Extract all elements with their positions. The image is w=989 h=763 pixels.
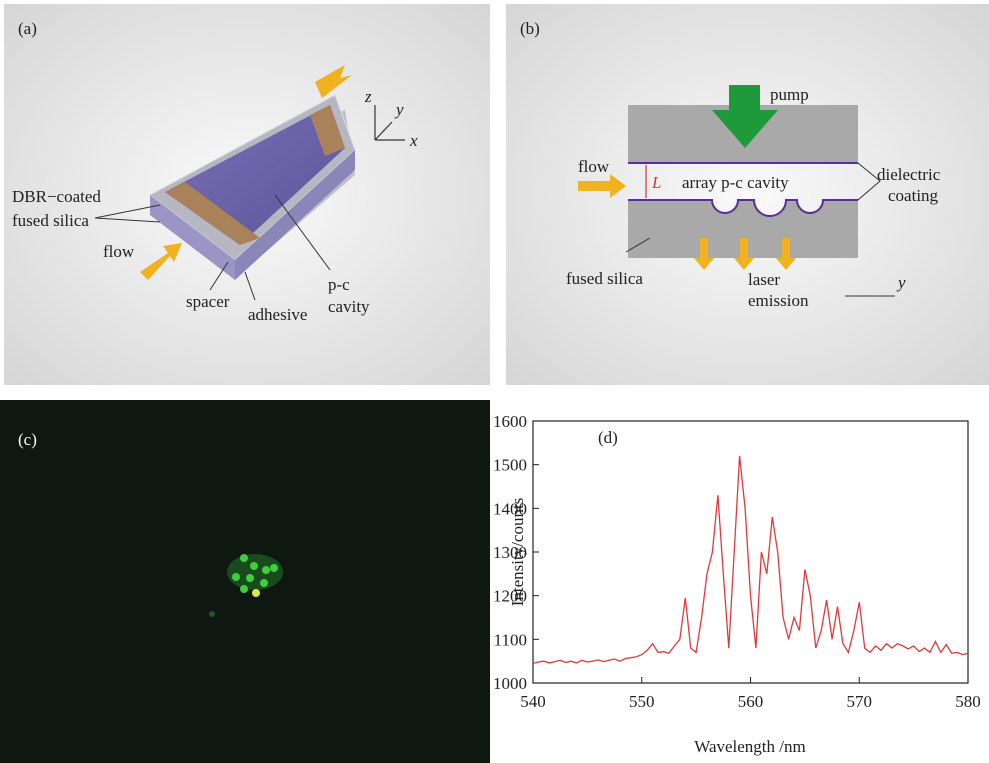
x-tick-label: 550: [629, 692, 655, 711]
annotation: flow: [103, 242, 135, 261]
annotation: fused silica: [566, 269, 643, 288]
y-tick-label: 1300: [493, 543, 527, 562]
axis-label: y: [896, 273, 906, 292]
y-tick-label: 1200: [493, 587, 527, 606]
panel-b: (b) pump flow L array p-c cavity dielect…: [506, 4, 989, 385]
x-axis-label: Wavelength /nm: [694, 737, 805, 756]
axis-label: x: [409, 131, 418, 150]
panel-label: (c): [18, 430, 37, 449]
annotation: array p-c cavity: [682, 173, 789, 192]
annotation: p-c: [328, 275, 350, 294]
plot-frame: [533, 421, 968, 683]
x-tick-label: 580: [955, 692, 981, 711]
y-tick-label: 1400: [493, 499, 527, 518]
annotation: fused silica: [12, 211, 89, 230]
y-tick-label: 1500: [493, 456, 527, 475]
y-tick-label: 1600: [493, 412, 527, 431]
annotation: laser: [748, 270, 780, 289]
panel-label: (d): [598, 428, 618, 447]
panel-d: (d) Wavelength /nm Intensity/counts 1000…: [493, 412, 981, 756]
annotation: emission: [748, 291, 809, 310]
panel-label: (a): [18, 19, 37, 38]
panel-a: (a) DBR−coated fused silica flow spacer …: [4, 4, 490, 385]
annotation: dielectric: [877, 165, 941, 184]
annotation: L: [651, 173, 661, 192]
y-tick-label: 1000: [493, 674, 527, 693]
figure: (a) DBR−coated fused silica flow spacer …: [0, 0, 989, 763]
annotation: flow: [578, 157, 610, 176]
annotation: DBR−coated: [12, 187, 101, 206]
annotation: cavity: [328, 297, 370, 316]
x-tick-label: 540: [520, 692, 546, 711]
axis-label: z: [364, 87, 372, 106]
x-tick-label: 570: [847, 692, 873, 711]
annotation: adhesive: [248, 305, 307, 324]
axis-label: y: [394, 100, 404, 119]
y-tick-label: 1100: [494, 630, 527, 649]
panel-c: (c): [0, 400, 490, 763]
x-tick-label: 560: [738, 692, 764, 711]
annotation: coating: [888, 186, 939, 205]
panel-label: (b): [520, 19, 540, 38]
annotation: pump: [770, 85, 809, 104]
annotation: spacer: [186, 292, 230, 311]
